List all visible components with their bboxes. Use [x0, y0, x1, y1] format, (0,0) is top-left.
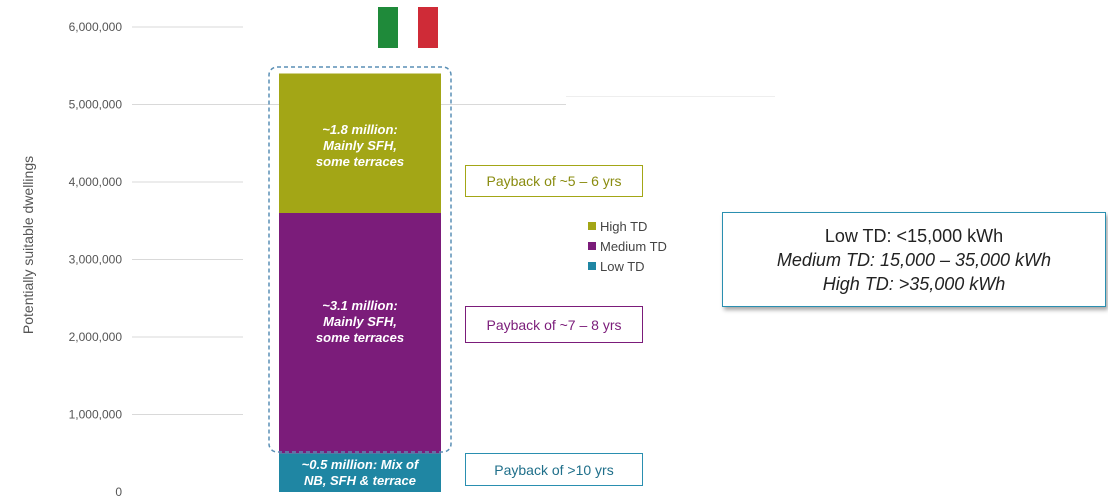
legend-label-medium-td: Medium TD — [600, 238, 667, 254]
flag-white-stripe — [398, 7, 418, 48]
flag-red-stripe — [418, 7, 438, 48]
flag-green-stripe — [378, 7, 398, 48]
y-tick-label: 0 — [115, 485, 122, 499]
infobox-line-medium: Medium TD: 15,000 – 35,000 kWh — [776, 249, 1052, 270]
legend-swatch-medium-td — [588, 242, 596, 250]
legend-label-low-td: Low TD — [600, 258, 645, 274]
medium-td-segment-label: ~3.1 million: Mainly SFH, some terraces — [315, 298, 405, 345]
y-tick-label: 6,000,000 — [69, 20, 123, 34]
legend-swatch-low-td — [588, 262, 596, 270]
low-td-payback-box: Payback of >10 yrs — [465, 453, 643, 486]
legend-item-medium-td: Medium TD — [588, 236, 667, 256]
infobox-line-high: High TD: >35,000 kWh — [822, 273, 1006, 294]
bar-segment-high-td — [279, 73, 441, 213]
td-definition-box: Low TD: <15,000 kWh Medium TD: 15,000 – … — [722, 212, 1106, 307]
y-tick-label: 4,000,000 — [69, 175, 123, 189]
high-td-segment-label: ~1.8 million: Mainly SFH, some terraces — [315, 122, 405, 169]
bar-segment-medium-td — [279, 213, 441, 454]
high-td-payback-box: Payback of ~5 – 6 yrs — [465, 165, 643, 197]
y-axis-label: Potentially suitable dwellings — [20, 156, 36, 334]
medium-td-payback-box: Payback of ~7 – 8 yrs — [465, 306, 643, 343]
infobox-line-low: Low TD: <15,000 kWh — [824, 225, 1004, 246]
y-tick-label: 1,000,000 — [69, 408, 123, 422]
legend-label-high-td: High TD — [600, 218, 648, 234]
legend-swatch-high-td — [588, 222, 596, 230]
legend-item-low-td: Low TD — [588, 256, 667, 276]
y-tick-label: 2,000,000 — [69, 330, 123, 344]
y-tick-label: 3,000,000 — [69, 253, 123, 267]
bar-segment-low-td — [279, 453, 441, 492]
low-td-segment-label: ~0.5 million: Mix of NB, SFH & terrace — [301, 457, 419, 488]
legend-item-high-td: High TD — [588, 216, 667, 236]
y-tick-label: 5,000,000 — [69, 98, 123, 112]
chart-legend: High TD Medium TD Low TD — [588, 216, 667, 276]
